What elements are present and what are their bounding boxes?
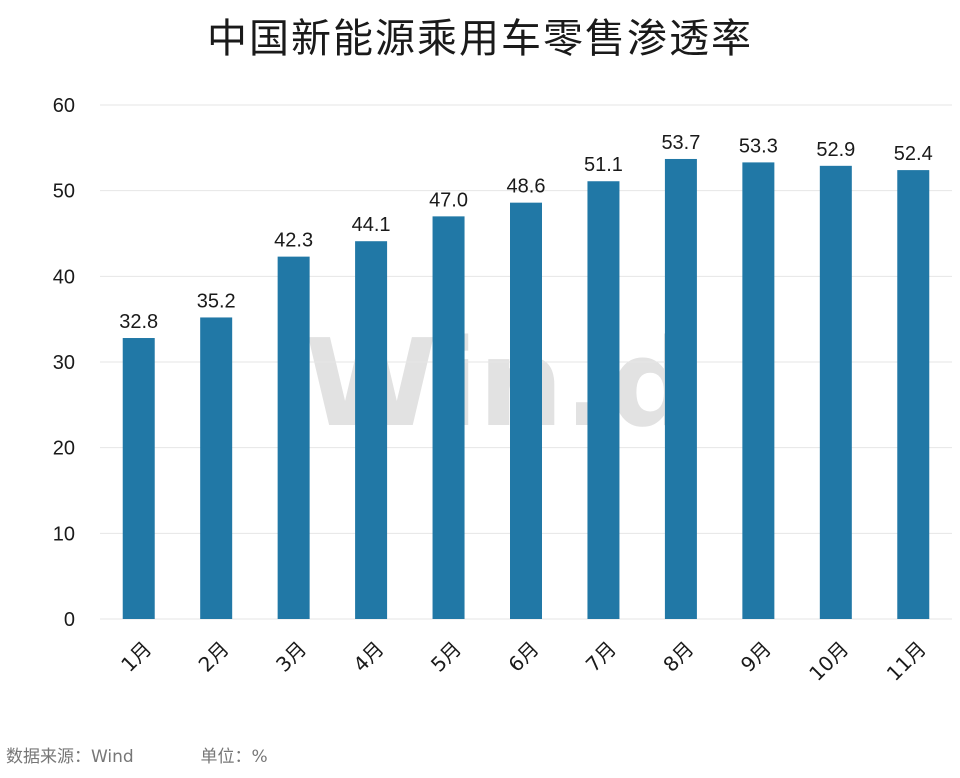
x-tick-label: 3月 [271, 637, 311, 677]
bar [355, 241, 388, 619]
bar [200, 317, 233, 619]
data-label: 35.2 [197, 290, 236, 312]
y-tick-label: 50 [53, 181, 75, 203]
bar [664, 158, 697, 619]
bar [510, 202, 542, 619]
chart-footer: 数据来源：Wind 单位：% [6, 742, 268, 767]
unit-label: 单位：% [200, 747, 268, 767]
bar [819, 165, 852, 619]
x-tick-label: 10月 [804, 637, 853, 686]
bar [277, 256, 310, 619]
data-label: 47.0 [429, 189, 468, 211]
data-label: 32.8 [119, 311, 158, 333]
data-label: 53.7 [661, 132, 700, 154]
x-tick-label: 9月 [736, 637, 776, 677]
y-tick-label: 30 [53, 352, 75, 374]
bar [587, 181, 620, 619]
data-label: 42.3 [274, 230, 313, 252]
source-label: 数据来源：Wind [6, 747, 134, 767]
data-label: 53.3 [739, 135, 778, 157]
y-tick-label: 10 [53, 523, 75, 545]
bar [432, 216, 465, 619]
chart-title: 中国新能源乘用车零售渗透率 [207, 16, 753, 62]
y-tick-label: 20 [53, 438, 75, 460]
x-tick-label: 5月 [426, 637, 466, 677]
bar [897, 170, 930, 619]
data-label: 52.4 [894, 143, 933, 165]
x-tick-label: 2月 [194, 637, 234, 677]
y-tick-label: 40 [53, 266, 75, 288]
y-tick-label: 60 [53, 95, 75, 117]
bar [122, 338, 155, 619]
data-label: 52.9 [816, 139, 855, 161]
x-tick-label: 4月 [349, 637, 389, 677]
x-tick-label: 7月 [581, 637, 621, 677]
y-tick-label: 0 [64, 609, 75, 631]
data-label: 44.1 [352, 214, 391, 236]
data-label: 51.1 [584, 154, 623, 176]
data-label: 48.6 [507, 176, 546, 198]
x-tick-label: 8月 [658, 637, 698, 677]
x-tick-label: 1月 [116, 637, 156, 677]
x-tick-label: 11月 [882, 637, 931, 686]
bar [742, 162, 775, 619]
x-tick-label: 6月 [503, 637, 543, 677]
